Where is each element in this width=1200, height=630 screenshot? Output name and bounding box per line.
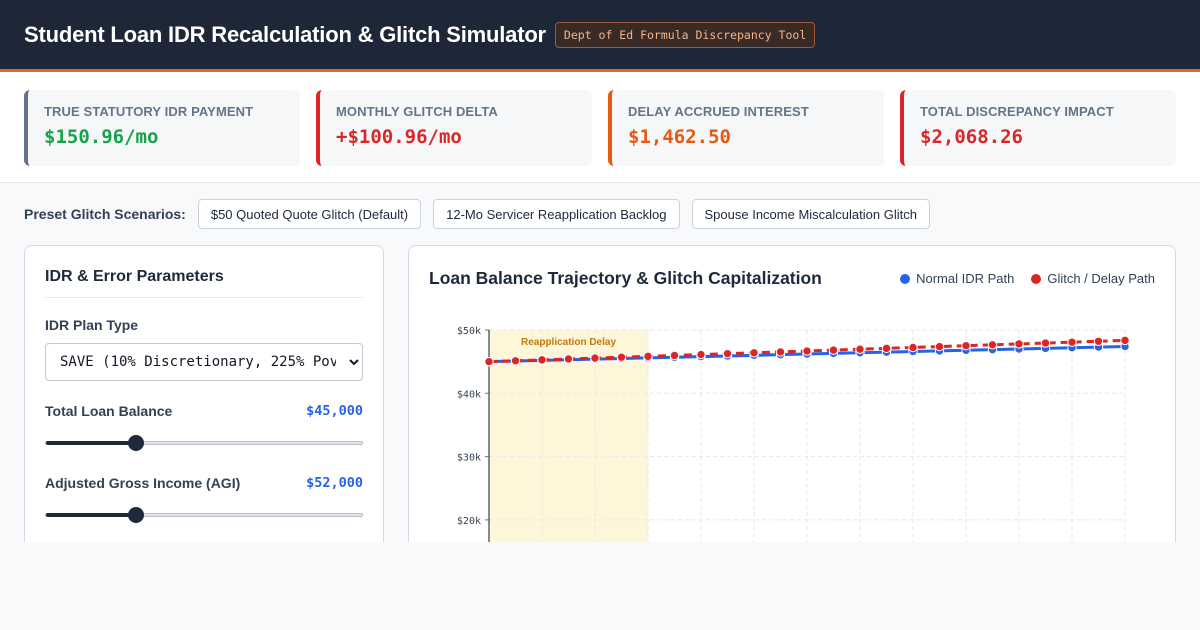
glitch-path-point	[537, 355, 547, 365]
legend-label-normal: Normal IDR Path	[916, 271, 1015, 286]
glitch-path-point	[643, 351, 653, 362]
stat-label: Monthly Glitch Delta	[336, 104, 498, 119]
loan-balance-slider[interactable]	[45, 435, 363, 451]
stat-value: +$100.96/mo	[336, 126, 462, 148]
glitch-path-point	[696, 349, 706, 360]
stat-value: $2,068.26	[920, 126, 1023, 148]
chart-legend: Normal IDR Path Glitch / Delay Path	[883, 271, 1155, 286]
loan-balance-value: $45,000	[306, 403, 363, 419]
glitch-path-point	[484, 356, 494, 367]
glitch-path-point	[1067, 337, 1077, 347]
glitch-path-point	[1093, 336, 1104, 346]
glitch-path-point	[616, 352, 627, 362]
stat-value: $1,462.50	[628, 126, 731, 148]
glitch-path-point	[881, 343, 892, 354]
glitch-path-point	[590, 353, 600, 363]
agi-value: $52,000	[306, 475, 363, 491]
stats-band: True Statutory IDR Payment $150.96/mo Mo…	[0, 72, 1200, 183]
chart-panel: Loan Balance Trajectory & Glitch Capital…	[408, 245, 1176, 542]
y-tick-label: $20k	[457, 516, 481, 527]
agi-row: Adjusted Gross Income (AGI) $52,000	[45, 475, 363, 491]
agi-label: Adjusted Gross Income (AGI)	[45, 475, 241, 491]
balance-chart: $50k $40k $30k $20k Reapplication Delay	[457, 326, 1130, 542]
loan-balance-label: Total Loan Balance	[45, 403, 173, 419]
stat-card-glitch-delta: Monthly Glitch Delta +$100.96/mo	[316, 90, 592, 166]
top-header: Student Loan IDR Recalculation & Glitch …	[0, 0, 1200, 72]
glitch-path-point	[775, 347, 786, 357]
agi-slider-fill	[46, 513, 137, 517]
glitch-path-point	[563, 354, 574, 364]
chart-header: Loan Balance Trajectory & Glitch Capital…	[429, 268, 1155, 289]
plan-type-label: IDR Plan Type	[45, 317, 139, 333]
loan-balance-slider-thumb[interactable]	[128, 435, 145, 451]
stat-label: Total Discrepancy Impact	[920, 104, 1114, 119]
loan-balance-slider-fill	[46, 441, 137, 445]
preset-bar: Preset Glitch Scenarios: $50 Quoted Quot…	[0, 183, 1200, 245]
glitch-path-point	[934, 341, 945, 352]
glitch-path-point	[961, 340, 971, 351]
glitch-path-point	[855, 344, 865, 354]
legend-item-glitch: Glitch / Delay Path	[1031, 271, 1155, 286]
preset-spouse-income-button[interactable]: Spouse Income Miscalculation Glitch	[691, 199, 930, 229]
preset-label: Preset Glitch Scenarios:	[24, 206, 186, 222]
glitch-path-point	[987, 340, 998, 350]
stat-label: Delay Accrued Interest	[628, 104, 809, 119]
stat-card-delay-interest: Delay Accrued Interest $1,462.50	[608, 90, 884, 166]
glitch-path-point	[749, 348, 759, 358]
plan-type-group: IDR Plan Type SAVE (10% Discretionary, 2…	[45, 317, 363, 381]
glitch-path-point	[1120, 335, 1130, 346]
glitch-path-point	[722, 348, 733, 359]
main-content: IDR & Error Parameters IDR Plan Type SAV…	[0, 245, 1200, 542]
loan-balance-row: Total Loan Balance $45,000	[45, 403, 363, 419]
stat-value: $150.96/mo	[44, 126, 159, 148]
stat-card-total-impact: Total Discrepancy Impact $2,068.26	[900, 90, 1176, 166]
parameters-title: IDR & Error Parameters	[45, 268, 363, 298]
glitch-path-point	[669, 350, 680, 361]
preset-reapplication-backlog-button[interactable]: 12-Mo Servicer Reapplication Backlog	[433, 199, 680, 229]
y-tick-label: $30k	[457, 453, 481, 464]
parameters-panel: IDR & Error Parameters IDR Plan Type SAV…	[24, 245, 384, 542]
legend-dot-normal-icon	[900, 273, 911, 284]
agi-slider[interactable]	[45, 507, 363, 523]
y-tick-label: $50k	[457, 326, 481, 337]
glitch-path-point	[802, 346, 812, 356]
preset-quote-glitch-button[interactable]: $50 Quoted Quote Glitch (Default)	[197, 199, 422, 229]
agi-slider-thumb[interactable]	[128, 507, 145, 523]
plan-type-select[interactable]: SAVE (10% Discretionary, 225% Poverty)	[45, 343, 363, 381]
glitch-path-point	[828, 345, 839, 355]
legend-item-normal: Normal IDR Path	[900, 271, 1014, 286]
stat-label: True Statutory IDR Payment	[44, 104, 254, 119]
stat-card-true-payment: True Statutory IDR Payment $150.96/mo	[24, 90, 300, 166]
glitch-path-point	[1014, 339, 1024, 349]
glitch-path-point	[510, 356, 521, 366]
legend-dot-glitch-icon	[1031, 273, 1042, 284]
app-title: Student Loan IDR Recalculation & Glitch …	[24, 21, 546, 47]
legend-label-glitch: Glitch / Delay Path	[1047, 271, 1155, 286]
y-tick-label: $40k	[457, 389, 481, 400]
glitch-path-point	[908, 342, 918, 353]
tool-badge: Dept of Ed Formula Discrepancy Tool	[554, 21, 816, 48]
chart-title: Loan Balance Trajectory & Glitch Capital…	[429, 268, 822, 288]
delay-band-label: Reapplication Delay	[521, 337, 616, 348]
glitch-path-point	[1040, 338, 1051, 348]
